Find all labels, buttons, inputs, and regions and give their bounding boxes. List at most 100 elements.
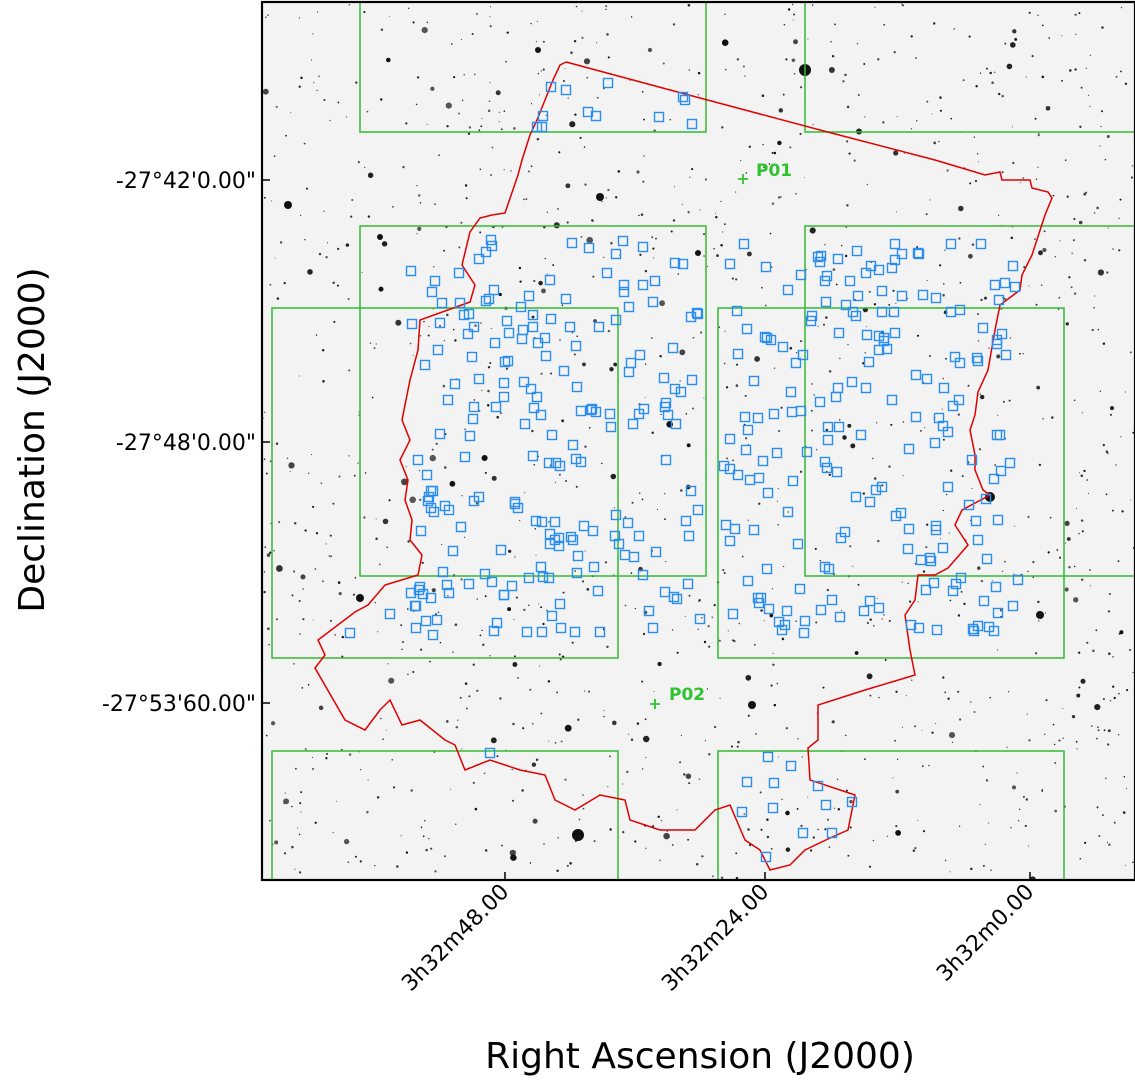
source-marker xyxy=(886,262,898,274)
star xyxy=(326,242,329,244)
star xyxy=(458,112,461,115)
star xyxy=(881,618,883,620)
star xyxy=(1117,733,1120,736)
star xyxy=(532,818,538,824)
star xyxy=(523,608,526,612)
star xyxy=(850,443,856,449)
star xyxy=(828,370,832,373)
star xyxy=(347,297,350,300)
star xyxy=(565,183,571,189)
star xyxy=(559,658,562,661)
source-marker xyxy=(344,627,356,639)
fov-rect xyxy=(271,750,619,880)
star xyxy=(659,355,662,358)
source-marker xyxy=(860,382,872,394)
star xyxy=(603,715,605,718)
star xyxy=(499,697,502,700)
star xyxy=(405,851,409,854)
star xyxy=(419,498,422,501)
source-marker xyxy=(929,437,941,449)
star xyxy=(778,108,784,113)
star xyxy=(831,720,835,724)
star xyxy=(401,478,408,486)
star xyxy=(543,843,545,845)
source-marker xyxy=(1007,260,1019,272)
star xyxy=(819,559,821,562)
star xyxy=(1052,723,1055,726)
source-marker xyxy=(799,615,811,627)
source-marker xyxy=(566,237,578,249)
star xyxy=(800,824,803,828)
star xyxy=(996,649,999,651)
star xyxy=(977,161,979,163)
star xyxy=(596,96,599,99)
star xyxy=(984,843,986,846)
star xyxy=(1054,256,1056,258)
pointing-p01: P01 xyxy=(738,161,792,184)
star xyxy=(515,596,518,599)
star xyxy=(1008,399,1011,402)
star xyxy=(1041,789,1044,792)
star xyxy=(845,789,848,792)
star xyxy=(479,634,482,637)
source-marker xyxy=(384,608,396,620)
source-marker xyxy=(531,391,543,403)
star xyxy=(1104,158,1107,161)
star xyxy=(1124,82,1128,85)
source-marker xyxy=(732,469,744,481)
star xyxy=(315,334,318,336)
star xyxy=(1010,826,1012,829)
star xyxy=(736,363,739,366)
star xyxy=(721,126,724,129)
star xyxy=(375,343,377,345)
star xyxy=(375,537,378,540)
star xyxy=(662,62,665,65)
sky-background xyxy=(262,2,1135,880)
star xyxy=(1008,691,1010,693)
star xyxy=(780,406,783,409)
star xyxy=(721,39,729,46)
star xyxy=(844,734,847,737)
star xyxy=(960,590,963,593)
star xyxy=(464,682,468,685)
star xyxy=(603,87,605,90)
star xyxy=(1132,861,1134,863)
star xyxy=(409,342,412,345)
star xyxy=(373,347,376,350)
star xyxy=(275,105,278,108)
star xyxy=(917,819,919,821)
source-marker xyxy=(718,460,730,472)
star xyxy=(584,445,587,448)
star xyxy=(569,121,576,128)
star xyxy=(944,691,947,694)
star xyxy=(852,565,854,567)
star xyxy=(1123,775,1126,778)
star xyxy=(980,298,983,302)
star xyxy=(558,473,561,476)
star xyxy=(721,231,724,233)
star xyxy=(607,188,610,192)
star xyxy=(489,655,491,657)
star xyxy=(430,847,433,850)
star xyxy=(443,249,446,252)
star xyxy=(581,36,584,39)
star xyxy=(283,801,286,804)
star xyxy=(420,826,423,829)
source-marker xyxy=(564,321,576,333)
star xyxy=(1088,568,1091,571)
star xyxy=(416,232,418,235)
source-marker xyxy=(601,267,613,279)
star xyxy=(607,329,611,333)
star xyxy=(332,502,335,505)
star xyxy=(581,580,585,583)
source-marker xyxy=(536,516,548,528)
pointing-marker xyxy=(738,174,748,184)
star xyxy=(1045,699,1048,702)
star xyxy=(1091,328,1094,332)
star xyxy=(807,796,809,798)
source-markers xyxy=(344,77,1024,863)
source-marker xyxy=(544,274,556,286)
star xyxy=(985,779,989,782)
star xyxy=(573,39,577,43)
source-marker xyxy=(555,622,567,634)
